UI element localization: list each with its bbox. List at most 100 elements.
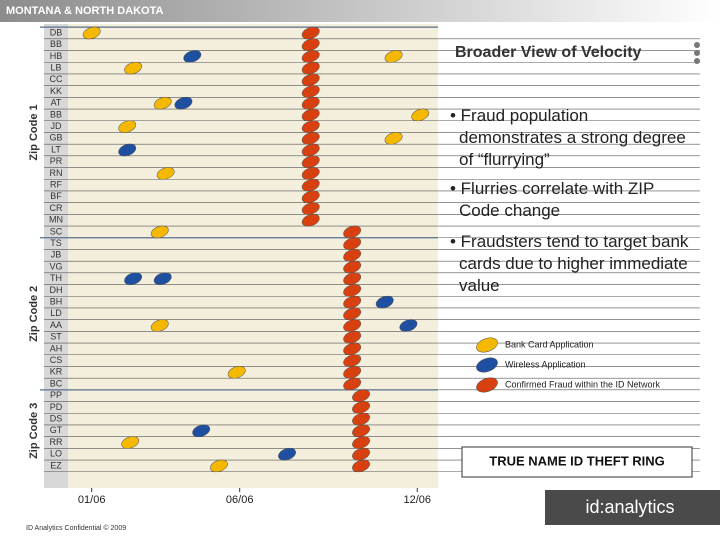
event-dot [343, 319, 362, 332]
row-label: LB [50, 62, 61, 72]
legend-label: Bank Card Application [505, 339, 594, 349]
event-dot [301, 143, 320, 157]
header: MONTANA & NORTH DAKOTA [6, 5, 163, 17]
row-label: AH [50, 343, 63, 353]
row-label: DS [50, 413, 63, 423]
legend-swatch [476, 357, 498, 373]
x-tick-label: 06/06 [226, 494, 254, 506]
row-label: KK [50, 86, 62, 96]
group-label: Zip Code 2 [28, 286, 40, 342]
event-dot [343, 307, 362, 321]
plot-area [68, 24, 438, 488]
slide-title: Broader View of Velocity [455, 44, 642, 61]
event-dot [384, 50, 403, 63]
event-dot [227, 366, 246, 379]
event-dot [153, 272, 172, 285]
event-dot [352, 424, 370, 438]
event-dot [352, 412, 370, 426]
footer: ID Analytics Confidential © 2009 [26, 524, 126, 532]
event-dot [343, 377, 362, 391]
row-label: TH [50, 273, 62, 283]
row-label: CS [50, 355, 63, 365]
event-dot [301, 120, 320, 133]
event-dot [343, 249, 362, 262]
event-dot [399, 319, 418, 332]
event-dot [156, 167, 175, 180]
row-label: KR [50, 367, 63, 377]
event-dot [301, 132, 320, 145]
deco [694, 50, 700, 56]
event-dot [118, 143, 137, 157]
x-tick-label: 12/06 [404, 494, 432, 506]
event-dot [153, 96, 172, 110]
row-label: JD [51, 121, 63, 131]
event-dot [174, 96, 193, 110]
row-label: AT [51, 98, 62, 108]
row-label: RF [50, 179, 62, 189]
event-dot [352, 447, 370, 461]
event-dot [301, 213, 320, 227]
row-label: BC [50, 378, 63, 388]
event-dot [150, 319, 169, 332]
row-label: ST [50, 332, 62, 342]
row-label: GB [49, 133, 62, 143]
logo-bar [545, 490, 720, 525]
row-label: LO [50, 449, 62, 459]
event-dot [343, 225, 362, 239]
event-dot [343, 342, 362, 356]
event-dot [352, 401, 370, 414]
event-dot [343, 366, 362, 379]
event-dot [192, 424, 211, 438]
row-label: VG [49, 261, 62, 271]
row-label: BF [50, 191, 62, 201]
event-dot [301, 178, 320, 192]
row-label: DB [50, 27, 63, 37]
event-dot [352, 436, 370, 449]
event-dot [183, 50, 202, 63]
event-dot [124, 61, 143, 75]
row-label: RR [50, 437, 63, 447]
callout-box [461, 446, 693, 478]
event-dot [124, 272, 143, 285]
header-bar [0, 0, 720, 22]
event-dot [278, 447, 296, 461]
event-dot [210, 459, 228, 473]
row-label: CR [50, 203, 63, 213]
row-label: JB [51, 250, 62, 260]
event-dot [301, 38, 320, 51]
row-label: HB [50, 51, 63, 61]
row-label: CC [50, 74, 63, 84]
event-dot [343, 284, 362, 297]
callout: TRUE NAME ID THEFT RING [489, 453, 665, 468]
row-label: LD [50, 308, 62, 318]
bullet: • Fraud population demonstrates a strong … [450, 106, 686, 169]
event-dot [301, 73, 320, 87]
event-dot [343, 295, 362, 309]
x-tick-label: 01/06 [78, 494, 106, 506]
row-label: DH [50, 285, 63, 295]
event-dot [301, 167, 320, 180]
group-label: Zip Code 3 [28, 403, 40, 459]
event-dot [301, 96, 320, 110]
row-label: AA [50, 320, 62, 330]
legend-label: Wireless Application [505, 359, 586, 369]
deco [694, 58, 700, 64]
deco [694, 42, 700, 48]
legend-swatch [476, 377, 498, 393]
row-label: PR [50, 156, 63, 166]
event-dot [301, 155, 320, 168]
event-dot [301, 190, 320, 204]
label-column [44, 24, 68, 488]
row-label: BB [50, 39, 62, 49]
event-dot [301, 61, 320, 75]
event-dot [411, 108, 430, 122]
row-label: SC [50, 226, 63, 236]
logo: id:analytics [585, 497, 674, 517]
event-dot [82, 26, 101, 40]
row-label: PD [50, 402, 63, 412]
event-dot [343, 354, 362, 367]
event-dot [121, 436, 140, 449]
row-label: MN [49, 215, 63, 225]
bullet: • Fraudsters tend to target bank cards du… [450, 232, 689, 295]
